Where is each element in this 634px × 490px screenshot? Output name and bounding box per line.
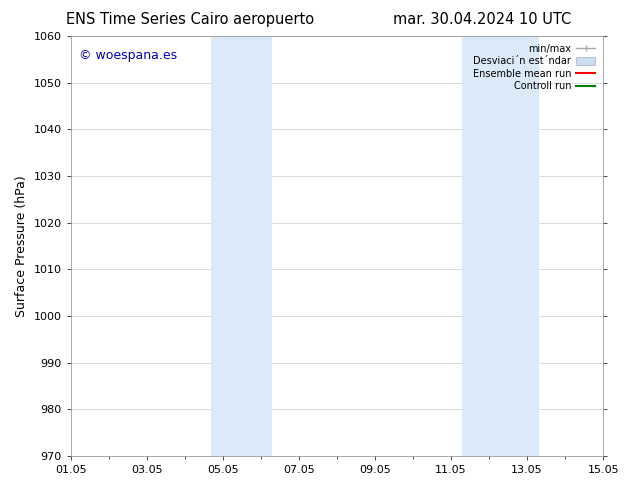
Text: ENS Time Series Cairo aeropuerto: ENS Time Series Cairo aeropuerto (66, 12, 314, 27)
Bar (462, 36, 538, 456)
Text: mar. 30.04.2024 10 UTC: mar. 30.04.2024 10 UTC (392, 12, 571, 27)
Legend: min/max, Desviaci´n est´ndar, Ensemble mean run, Controll run: min/max, Desviaci´n est´ndar, Ensemble m… (470, 41, 598, 94)
Y-axis label: Surface Pressure (hPa): Surface Pressure (hPa) (15, 175, 28, 317)
Bar (211, 36, 272, 456)
Text: © woespana.es: © woespana.es (79, 49, 177, 62)
